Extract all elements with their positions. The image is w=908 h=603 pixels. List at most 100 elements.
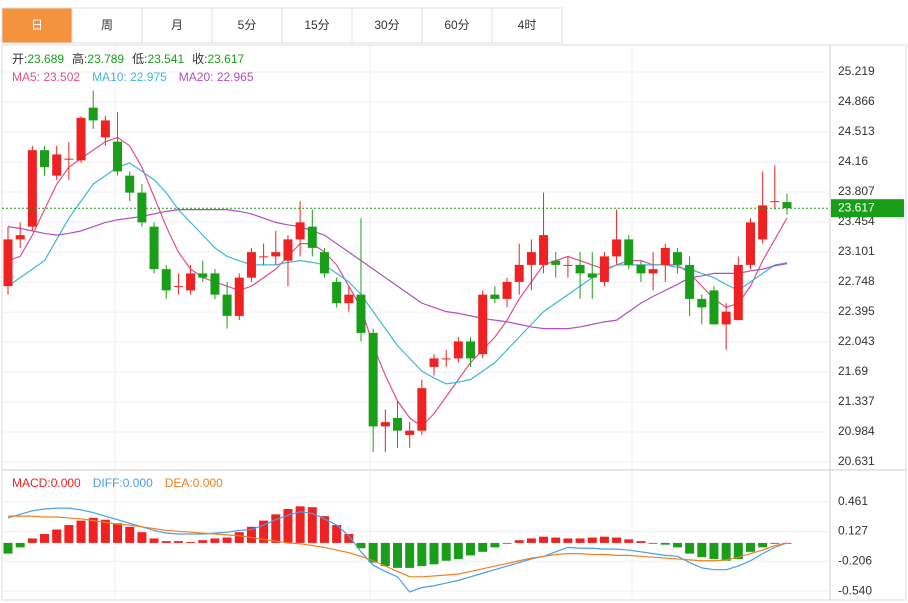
legend-value: 23.502 (43, 70, 80, 84)
frame (1, 44, 907, 601)
y-tick-label: 24.16 (838, 154, 868, 168)
candle-body (137, 192, 147, 223)
candle-body (149, 226, 159, 270)
legend-name: MACD (12, 476, 48, 490)
tab-label[interactable]: 日 (31, 18, 43, 32)
tab-label[interactable]: 5分 (238, 18, 257, 32)
macd-bar (173, 541, 183, 543)
candle-body (612, 239, 622, 257)
macd-bar (76, 520, 86, 543)
tab-label[interactable]: 4时 (518, 18, 537, 32)
tab[interactable] (1, 7, 73, 44)
candle-body (563, 264, 573, 266)
macd-bar (599, 536, 609, 543)
macd-bar (563, 538, 573, 543)
macd-bar (709, 542, 719, 559)
macd-bar (319, 516, 329, 543)
candle-body (368, 332, 378, 427)
legend-sep: : (123, 70, 130, 84)
candle-body (246, 252, 256, 278)
legend-name: MA20 (179, 70, 211, 84)
candle-body (466, 341, 476, 359)
legend-sep: : (47, 476, 50, 490)
macd-bar (210, 538, 220, 543)
candle-body (52, 154, 62, 176)
y-tick-label: -0.540 (838, 583, 872, 597)
macd-bar (137, 532, 147, 543)
tab[interactable] (281, 7, 353, 44)
candle-body (490, 294, 500, 299)
macd-bar (648, 542, 658, 544)
macd-bar (417, 542, 427, 567)
candle-body (514, 264, 524, 282)
macd-line (8, 515, 788, 578)
legend-sep: : (189, 476, 192, 490)
last-price-box (831, 199, 904, 218)
candle-body (27, 150, 37, 227)
candle-body (685, 264, 695, 299)
macd-bar (393, 542, 402, 568)
candle-body (453, 341, 463, 359)
y-tick-label: 24.866 (838, 94, 875, 108)
macd-bar (733, 542, 743, 559)
candle-body (636, 264, 646, 274)
macd-bar (441, 542, 451, 561)
candle-body (624, 239, 634, 265)
macd-bar (636, 541, 646, 543)
candle-body (502, 281, 512, 299)
candle-body (198, 273, 208, 278)
y-tick-label: 22.043 (838, 334, 875, 348)
macd-bar (575, 538, 585, 543)
tab[interactable] (491, 7, 563, 44)
candle-body (113, 141, 123, 172)
macd-bar (344, 533, 354, 543)
tab[interactable] (141, 7, 213, 44)
candle-body (125, 175, 135, 193)
candle-body (234, 277, 244, 316)
ohlc-value: 23.541 (147, 52, 184, 66)
macd-bar (587, 537, 597, 543)
last-price-label: 23.617 (838, 200, 875, 214)
candle-body (758, 205, 768, 240)
candle-body (88, 107, 98, 121)
tab-label[interactable]: 30分 (374, 18, 399, 32)
tab-label[interactable]: 月 (171, 18, 183, 32)
candle-body (259, 256, 269, 258)
tab-label[interactable]: 60分 (444, 18, 469, 32)
candle-body (575, 264, 585, 274)
tab[interactable] (421, 7, 493, 44)
candle-body (344, 294, 354, 304)
tab-label[interactable]: 15分 (304, 18, 329, 32)
candle-body (697, 298, 707, 308)
candle-body (332, 281, 342, 304)
y-tick-label: 21.337 (838, 394, 875, 408)
macd-bar (40, 533, 50, 543)
tab[interactable] (71, 7, 143, 44)
ma-line (7, 209, 788, 330)
candle-body (770, 201, 780, 203)
macd-bar (758, 542, 768, 548)
macd-bar (283, 509, 293, 543)
macd-bar (222, 537, 232, 543)
ohlc-value: 23.789 (87, 52, 124, 66)
candle-body (721, 311, 731, 325)
candle-body (307, 226, 317, 248)
macd-bar (259, 520, 269, 543)
y-tick-label: 20.984 (838, 424, 875, 438)
macd-bar (685, 542, 695, 554)
candle-body (15, 235, 25, 240)
ma-line (7, 162, 788, 385)
legend: MACD:0.000 DIFF:0.000 DEA:0.000 (12, 476, 223, 490)
tab-label[interactable]: 周 (101, 18, 113, 32)
candle-body (393, 417, 402, 431)
macd-bar (745, 542, 755, 552)
macd-bar (672, 542, 682, 548)
ohlc-label: 高: (72, 51, 87, 66)
candle-body (380, 422, 390, 427)
macd-bar (295, 506, 305, 543)
macd-bar (526, 538, 536, 543)
legend-name: DEA (165, 476, 190, 490)
candle-body (283, 239, 293, 261)
macd-bar (161, 541, 171, 543)
